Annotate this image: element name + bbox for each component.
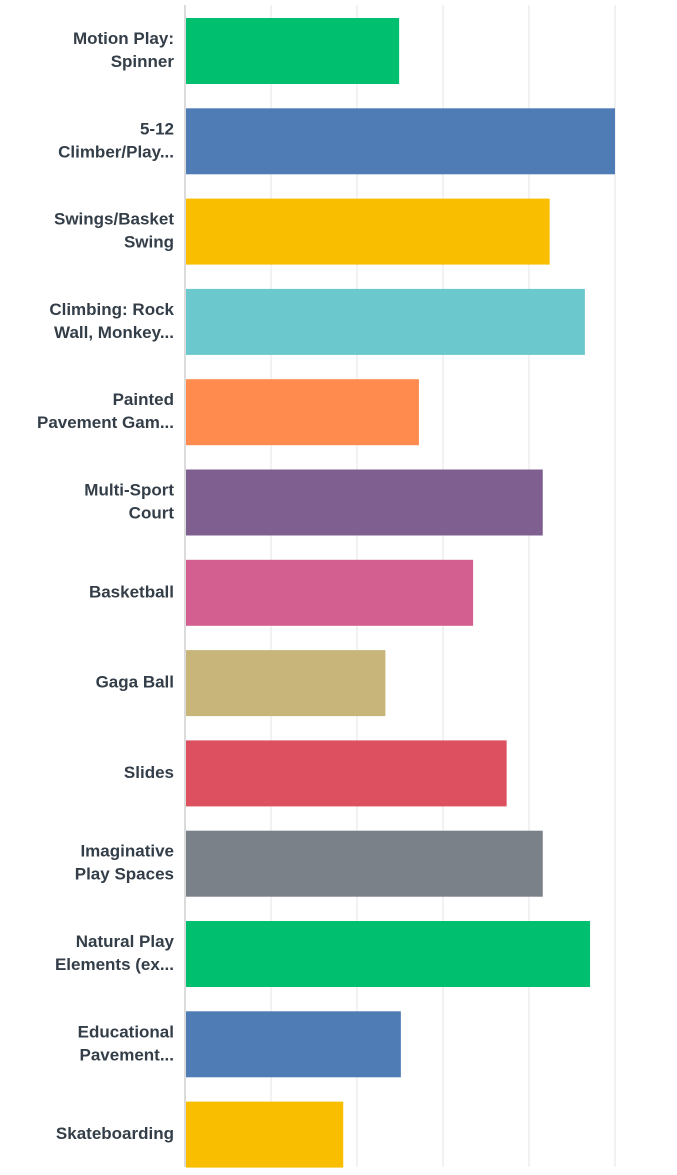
- category-label-line: Elements (ex...: [55, 955, 174, 974]
- category-label: Natural Play Elements (ex...: [55, 932, 175, 974]
- bar: [186, 830, 543, 897]
- category-label: 5-12 Climber/Play...: [58, 119, 174, 161]
- bar: [186, 379, 419, 446]
- category-label-line: Natural Play: [76, 932, 175, 951]
- bar: [186, 650, 386, 717]
- category-label-line: Gaga Ball: [96, 673, 174, 692]
- category-label: Multi-Sport Court: [84, 480, 174, 522]
- category-label: Gaga Ball: [96, 673, 174, 692]
- category-label-line: Pavement...: [80, 1045, 175, 1064]
- bar: [186, 198, 550, 265]
- category-label-line: Educational: [78, 1022, 174, 1041]
- category-label-line: Swings/Basket: [54, 210, 174, 229]
- category-label: Swings/Basket Swing: [54, 210, 174, 252]
- category-label: Climbing: Rock Wall, Monkey...: [49, 300, 174, 342]
- bar: [186, 18, 400, 84]
- bar: [186, 288, 585, 355]
- category-label: Imaginative Play Spaces: [75, 842, 174, 884]
- category-label: Basketball: [89, 582, 174, 601]
- category-label: Slides: [124, 763, 174, 782]
- category-label: Motion Play: Spinner: [73, 29, 174, 71]
- category-label-line: Pavement Gam...: [37, 413, 174, 432]
- category-label-line: 5-12: [140, 119, 174, 138]
- bar: [186, 740, 507, 807]
- bar: [186, 108, 615, 175]
- bar: [186, 1101, 344, 1168]
- category-label-line: Spinner: [111, 52, 175, 71]
- bar: [186, 1011, 401, 1078]
- category-label-line: Climber/Play...: [58, 142, 174, 161]
- category-label-line: Multi-Sport: [84, 480, 174, 499]
- category-label: Educational Pavement...: [78, 1022, 174, 1064]
- category-label-line: Play Spaces: [75, 865, 174, 884]
- category-label-line: Slides: [124, 763, 174, 782]
- category-label-line: Climbing: Rock: [49, 300, 174, 319]
- category-label-line: Wall, Monkey...: [54, 323, 174, 342]
- bar: [186, 469, 543, 536]
- category-label: Painted Pavement Gam...: [37, 390, 174, 432]
- category-label-line: Court: [129, 503, 175, 522]
- category-label-line: Skateboarding: [56, 1124, 174, 1143]
- category-label-line: Swing: [124, 233, 174, 252]
- category-label-line: Painted: [113, 390, 174, 409]
- category-label-line: Motion Play:: [73, 29, 174, 48]
- category-labels: Motion Play: Spinner 5-12 Climber/Play... Sw…: [37, 29, 175, 1143]
- bar: [186, 559, 474, 626]
- bar: [186, 921, 591, 987]
- category-label: Skateboarding: [56, 1124, 174, 1143]
- bars: [186, 18, 615, 1168]
- category-label-line: Basketball: [89, 582, 174, 601]
- category-label-line: Imaginative: [80, 842, 174, 861]
